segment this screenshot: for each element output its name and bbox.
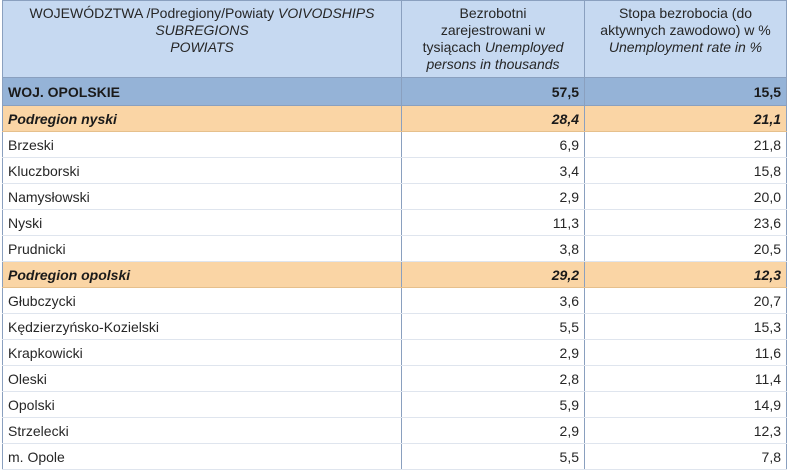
header-unemployed-line4: persons in thousands	[426, 56, 560, 72]
header-region-label: WOJEWÓDZTWA /Podregiony/Powiaty	[29, 5, 278, 21]
row-name: Nyski	[2, 209, 402, 236]
row-name: Namysłowski	[2, 183, 402, 210]
row-rate: 21,8	[584, 131, 787, 158]
row-name: Głubczycki	[2, 287, 402, 314]
table-row: Kluczborski 3,4 15,8	[2, 157, 787, 184]
row-rate: 15,8	[584, 157, 787, 184]
row-name: WOJ. OPOLSKIE	[2, 77, 402, 106]
header-subregions-label: SUBREGIONS	[155, 22, 249, 38]
row-rate: 15,5	[584, 77, 787, 106]
row-unemployed: 6,9	[401, 131, 585, 158]
row-unemployed: 3,4	[401, 157, 585, 184]
row-rate: 11,6	[584, 339, 787, 366]
row-unemployed: 3,8	[401, 235, 585, 262]
table-row: m. Opole 5,5 7,8	[2, 443, 787, 470]
header-unemployed: Bezrobotni zarejestrowani w tysiącach Un…	[401, 0, 585, 78]
row-name: Podregion opolski	[2, 261, 402, 288]
table-row: Namysłowski 2,9 20,0	[2, 183, 787, 210]
table-row-subregion: Podregion nyski 28,4 21,1	[2, 105, 787, 132]
row-name: Strzelecki	[2, 417, 402, 444]
table-row: Oleski 2,8 11,4	[2, 365, 787, 392]
header-unemployed-line3-en: Unemployed	[484, 39, 564, 55]
header-powiats-label: POWIATS	[170, 39, 234, 55]
header-rate-line2: aktywnych zawodowo) w %	[600, 22, 771, 38]
row-unemployed: 3,6	[401, 287, 585, 314]
table-row-total: WOJ. OPOLSKIE 57,5 15,5	[2, 77, 787, 106]
header-unemployed-line1: Bezrobotni	[459, 5, 527, 21]
row-name: Opolski	[2, 391, 402, 418]
header-region-label-en: VOIVODSHIPS	[277, 5, 375, 21]
header-unemployed-line2: zarejestrowani w	[440, 22, 546, 38]
header-unemployed-line3: tysiącach	[422, 39, 485, 55]
row-rate: 14,9	[584, 391, 787, 418]
header-rate-line1: Stopa bezrobocia (do	[618, 5, 753, 21]
row-unemployed: 5,5	[401, 443, 585, 470]
row-unemployed: 5,5	[401, 313, 585, 340]
header-rate: Stopa bezrobocia (do aktywnych zawodowo)…	[584, 0, 787, 78]
table-row: Strzelecki 2,9 12,3	[2, 417, 787, 444]
row-rate: 23,6	[584, 209, 787, 236]
row-rate: 21,1	[584, 105, 787, 132]
row-name: Podregion nyski	[2, 105, 402, 132]
table-row: Nyski 11,3 23,6	[2, 209, 787, 236]
row-rate: 7,8	[584, 443, 787, 470]
row-rate: 20,0	[584, 183, 787, 210]
row-unemployed: 28,4	[401, 105, 585, 132]
header-row: WOJEWÓDZTWA /Podregiony/Powiaty VOIVODSH…	[2, 0, 787, 78]
row-unemployed: 57,5	[401, 77, 585, 106]
row-name: Kluczborski	[2, 157, 402, 184]
row-name: Prudnicki	[2, 235, 402, 262]
table-row: Krapkowicki 2,9 11,6	[2, 339, 787, 366]
row-name: Kędzierzyńsko-Kozielski	[2, 313, 402, 340]
row-unemployed: 29,2	[401, 261, 585, 288]
header-region: WOJEWÓDZTWA /Podregiony/Powiaty VOIVODSH…	[2, 0, 402, 78]
row-rate: 15,3	[584, 313, 787, 340]
row-name: Oleski	[2, 365, 402, 392]
row-rate: 12,3	[584, 417, 787, 444]
table-row: Kędzierzyńsko-Kozielski 5,5 15,3	[2, 313, 787, 340]
row-unemployed: 2,9	[401, 183, 585, 210]
row-name: Brzeski	[2, 131, 402, 158]
table-row: Prudnicki 3,8 20,5	[2, 235, 787, 262]
row-unemployed: 2,9	[401, 339, 585, 366]
row-rate: 20,7	[584, 287, 787, 314]
table-row: Opolski 5,9 14,9	[2, 391, 787, 418]
row-rate: 12,3	[584, 261, 787, 288]
row-unemployed: 2,8	[401, 365, 585, 392]
table-row: Brzeski 6,9 21,8	[2, 131, 787, 158]
row-unemployed: 11,3	[401, 209, 585, 236]
row-name: m. Opole	[2, 443, 402, 470]
header-rate-line3: Unemployment rate in %	[608, 39, 763, 55]
table-row-subregion: Podregion opolski 29,2 12,3	[2, 261, 787, 288]
row-rate: 20,5	[584, 235, 787, 262]
table-row: Głubczycki 3,6 20,7	[2, 287, 787, 314]
row-unemployed: 5,9	[401, 391, 585, 418]
row-rate: 11,4	[584, 365, 787, 392]
row-unemployed: 2,9	[401, 417, 585, 444]
row-name: Krapkowicki	[2, 339, 402, 366]
